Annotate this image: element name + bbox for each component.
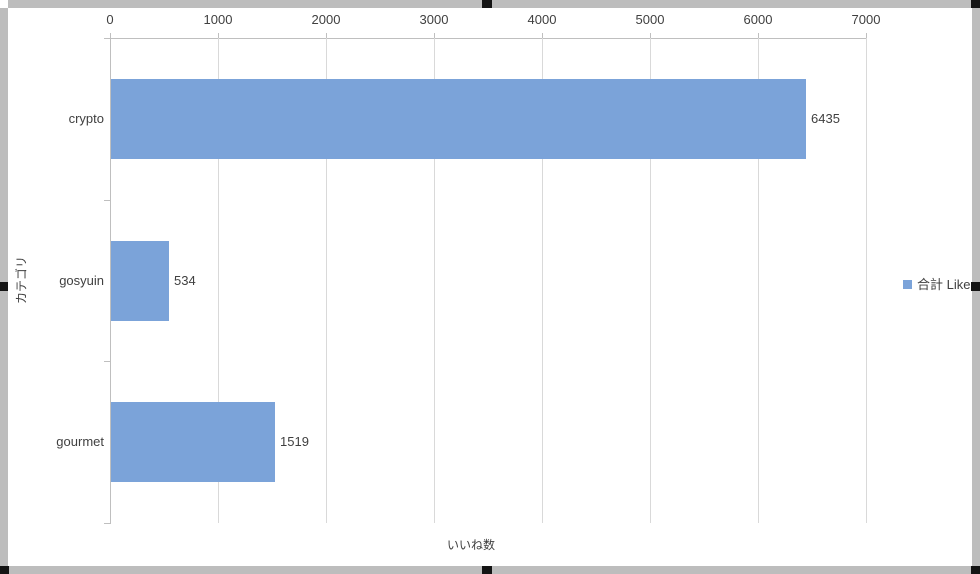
x-axis-tick-label: 4000 <box>527 12 557 27</box>
value-axis-tick <box>758 33 759 38</box>
x-axis-tick-label: 6000 <box>743 12 773 27</box>
category-axis-tick <box>104 199 110 201</box>
category-axis-tick <box>104 38 110 39</box>
gridline <box>326 38 327 523</box>
gridline <box>434 38 435 523</box>
bar-gourmet[interactable] <box>111 402 275 482</box>
x-axis-tick-label: 5000 <box>635 12 665 27</box>
x-axis-tick-label: 7000 <box>851 12 881 27</box>
value-axis-tick <box>110 33 111 38</box>
data-label-gourmet: 1519 <box>280 434 309 449</box>
category-label-gourmet: gourmet <box>56 434 104 449</box>
y-axis-title: カテゴリ <box>14 255 29 305</box>
category-axis-line <box>110 38 111 524</box>
data-label-gosyuin: 534 <box>174 273 196 288</box>
gridline <box>218 38 219 523</box>
x-axis-tick-label: 0 <box>106 12 114 27</box>
gridline <box>758 38 759 523</box>
bar-gosyuin[interactable] <box>111 241 169 321</box>
category-label-crypto: crypto <box>68 111 104 126</box>
gridline <box>866 38 867 523</box>
bar-crypto[interactable] <box>111 79 806 159</box>
legend-swatch-icon <box>903 280 912 289</box>
value-axis-tick <box>434 33 435 38</box>
x-axis-tick-label: 3000 <box>419 12 449 27</box>
value-axis-tick <box>650 33 651 38</box>
category-axis-tick <box>104 361 110 363</box>
x-axis-tick-label: 1000 <box>203 12 233 27</box>
selection-handle-bottom-right[interactable] <box>971 566 980 574</box>
selection-handle-left-middle[interactable] <box>0 282 8 291</box>
value-axis-tick <box>542 33 543 38</box>
x-axis-title: いいね数 <box>446 538 495 552</box>
value-axis-tick <box>866 33 867 38</box>
value-axis-line <box>110 38 867 39</box>
selection-handle-top-right[interactable] <box>971 0 980 8</box>
selection-handle-bottom-center[interactable] <box>482 566 492 574</box>
selection-handle-right-middle[interactable] <box>971 282 980 291</box>
x-axis-tick-label: 2000 <box>311 12 341 27</box>
selection-handle-top-left[interactable] <box>0 0 8 8</box>
category-label-gosyuin: gosyuin <box>59 273 104 288</box>
category-axis-tick <box>104 523 110 524</box>
gridline <box>650 38 651 523</box>
selection-handle-bottom-left[interactable] <box>0 566 9 574</box>
legend-label: 合計 Like <box>917 277 971 292</box>
data-label-crypto: 6435 <box>811 111 840 126</box>
value-axis-tick <box>326 33 327 38</box>
value-axis-tick <box>218 33 219 38</box>
selection-handle-top-center[interactable] <box>482 0 492 8</box>
gridline <box>542 38 543 523</box>
